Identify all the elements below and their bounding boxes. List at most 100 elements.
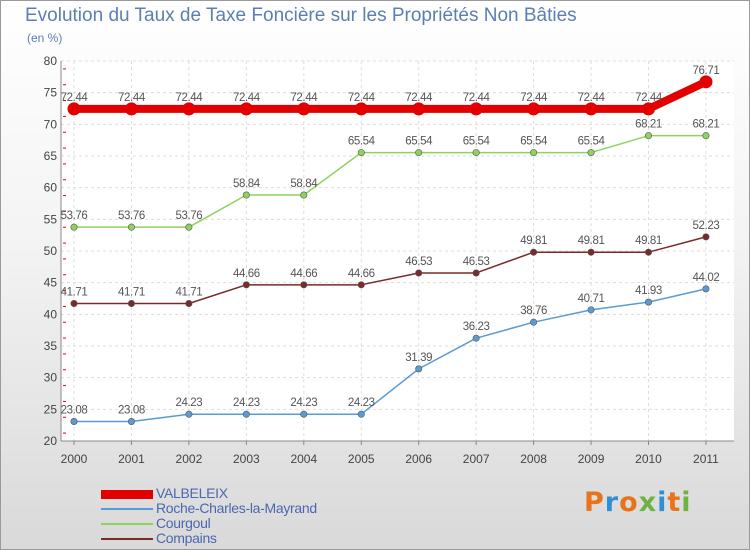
chart-subtitle: (en %): [27, 31, 63, 45]
legend-swatch: [101, 523, 153, 525]
logo-letter: t: [667, 487, 682, 518]
data-label: 38.76: [520, 305, 547, 317]
data-point: [472, 269, 480, 277]
data-point: [185, 300, 193, 308]
data-label: 44.02: [693, 272, 720, 284]
data-point: [702, 132, 710, 140]
data-point: [527, 102, 541, 116]
data-point: [587, 306, 595, 314]
data-label: 72.44: [176, 92, 204, 104]
data-point: [644, 298, 652, 306]
data-label: 76.71: [693, 65, 720, 77]
data-point: [415, 365, 423, 373]
data-point: [469, 102, 483, 116]
data-point: [297, 102, 311, 116]
data-label: 24.23: [290, 397, 317, 409]
data-label: 72.44: [348, 92, 376, 104]
data-label: 53.76: [61, 210, 88, 222]
data-point: [587, 149, 595, 157]
data-point: [699, 75, 713, 89]
data-label: 72.44: [405, 92, 433, 104]
legend-swatch: [101, 538, 153, 540]
data-label: 65.54: [405, 136, 433, 148]
x-tick-label: 2001: [118, 452, 145, 466]
data-label: 72.44: [520, 92, 548, 104]
x-tick-label: 2002: [176, 452, 203, 466]
data-label: 23.08: [118, 404, 145, 416]
y-tick-label: 70: [44, 117, 58, 131]
axes: 20 25 30 35 40 45 50 55 60 65 70 75 80 2000 2001 2002 20…: [44, 54, 734, 466]
data-point: [587, 248, 595, 256]
data-point: [300, 281, 308, 289]
legend-label: VALBELEIX: [156, 485, 228, 501]
x-tick-label: 2007: [463, 452, 490, 466]
x-tick-label: 2004: [290, 452, 317, 466]
data-point: [644, 248, 652, 256]
logo-letter: r: [604, 487, 620, 518]
data-label: 49.81: [520, 235, 547, 247]
legend-label: Roche-Charles-la-Mayrand: [156, 500, 317, 516]
data-label: 31.39: [405, 352, 432, 364]
logo-letter: P: [584, 487, 605, 518]
data-point: [415, 269, 423, 277]
legend-label: Courgoul: [156, 515, 211, 531]
x-tick-label: 2006: [405, 452, 432, 466]
legend-label: Compains: [156, 530, 217, 546]
data-label: 53.76: [118, 210, 145, 222]
data-label: 41.71: [118, 287, 145, 299]
data-point: [642, 102, 655, 116]
chart-title: Evolution du Taux de Taxe Foncière sur l…: [25, 5, 577, 26]
data-label: 72.44: [61, 92, 89, 104]
data-point: [584, 102, 598, 116]
y-tick-label: 35: [44, 339, 58, 353]
data-point: [412, 102, 426, 116]
proxiti-logo: Proxiti: [584, 487, 692, 518]
data-label: 49.81: [635, 235, 662, 247]
y-tick-label: 65: [44, 149, 58, 163]
data-point: [300, 191, 308, 199]
y-tick-label: 80: [44, 54, 58, 68]
data-label: 41.93: [635, 285, 662, 297]
y-tick-label: 20: [44, 434, 58, 448]
data-point: [415, 149, 423, 157]
data-point: [357, 281, 365, 289]
data-label: 52.23: [693, 220, 720, 232]
data-point: [242, 281, 250, 289]
data-label: 72.44: [233, 92, 261, 104]
data-label: 65.54: [463, 136, 491, 148]
x-tick-label: 2003: [233, 452, 260, 466]
data-point: [702, 285, 710, 293]
data-point: [127, 417, 135, 425]
data-point: [472, 149, 480, 157]
y-tick-label: 60: [44, 181, 58, 195]
data-point: [127, 300, 135, 308]
y-tick-label: 55: [44, 212, 58, 226]
data-label: 53.76: [176, 210, 203, 222]
legend-swatch: [101, 508, 153, 510]
data-label: 72.44: [118, 92, 146, 104]
data-label: 72.44: [290, 92, 318, 104]
series-layer: [67, 75, 713, 425]
data-label: 58.84: [233, 178, 261, 190]
logo-letter: x: [638, 487, 658, 518]
logo-letter: i: [657, 487, 668, 518]
data-point: [357, 410, 365, 418]
data-point: [354, 102, 368, 116]
data-point: [357, 149, 365, 157]
data-label: 68.21: [693, 119, 720, 131]
data-label: 36.23: [463, 321, 490, 333]
data-point: [644, 132, 652, 140]
data-label: 46.53: [463, 256, 490, 268]
data-label: 65.54: [348, 136, 376, 148]
data-label: 41.71: [176, 287, 203, 299]
data-point: [530, 318, 538, 326]
data-point: [70, 300, 78, 308]
data-label: 58.84: [290, 178, 318, 190]
data-label: 23.08: [61, 404, 88, 416]
y-tick-label: 75: [44, 86, 58, 100]
y-tick-label: 50: [44, 244, 58, 258]
data-label: 24.23: [348, 397, 375, 409]
data-label: 49.81: [578, 235, 605, 247]
data-label: 44.66: [290, 268, 317, 280]
